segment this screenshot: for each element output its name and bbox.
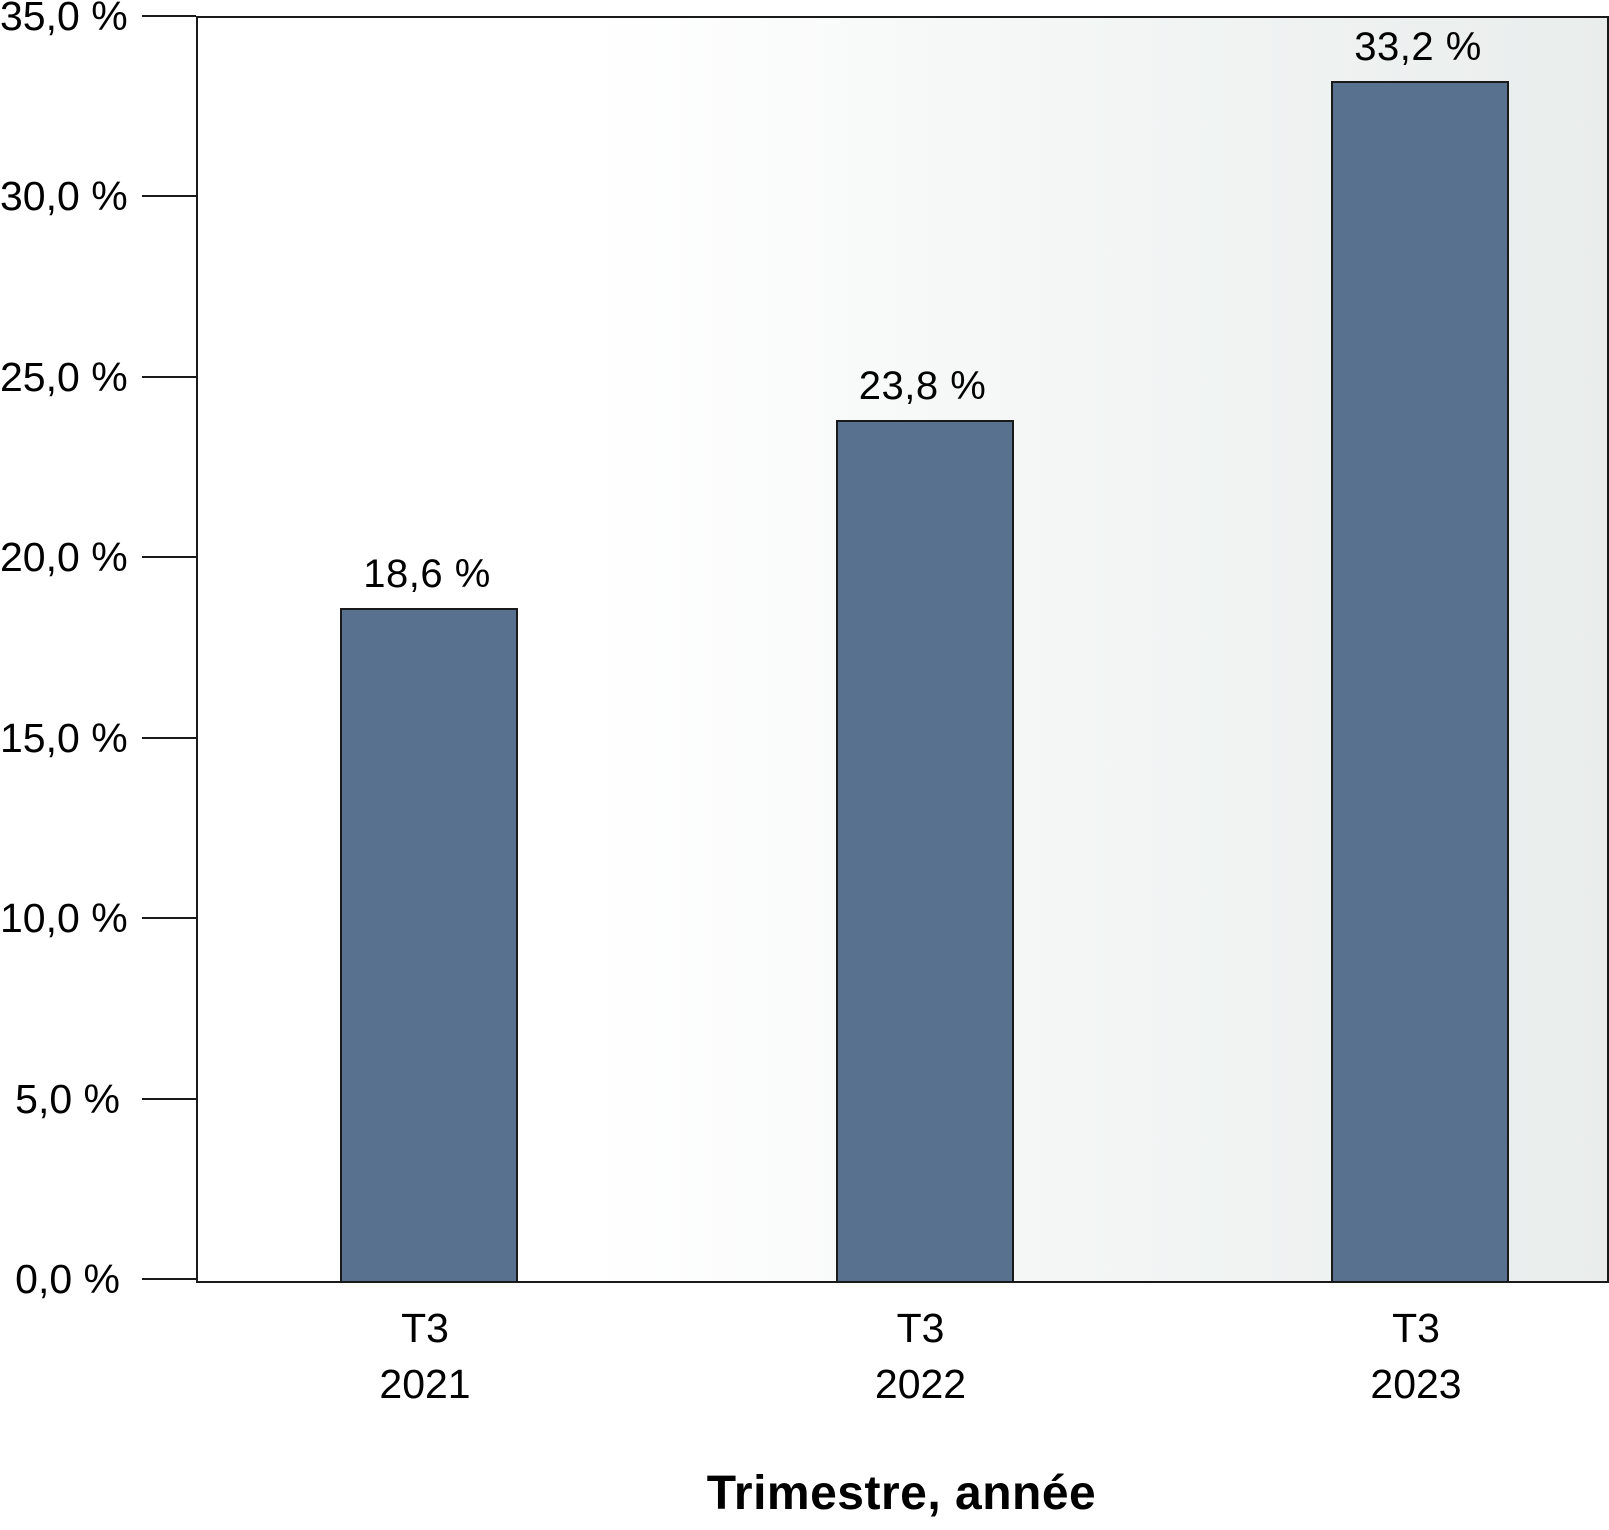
y-axis-tick (142, 917, 196, 920)
y-axis-tick-label: 35,0 % (0, 0, 128, 39)
y-axis-tick-label: 15,0 % (0, 714, 128, 761)
y-axis-tick-label: 25,0 % (0, 353, 128, 400)
y-axis-tick (142, 375, 196, 378)
x-tick-year: 2021 (379, 1361, 471, 1407)
plot-area: 18,6 % 23,8 % 33,2 % (196, 16, 1609, 1283)
x-tick-label: T3 2023 (1256, 1300, 1576, 1412)
bar-T3-2021 (340, 607, 518, 1281)
y-axis-tick-label: 0,0 % (15, 1256, 120, 1302)
bar-T3-2023 (1331, 80, 1509, 1281)
bar-T3-2022 (835, 420, 1014, 1281)
y-axis-tick (142, 195, 196, 198)
y-axis-tick-label: 5,0 % (15, 1075, 120, 1122)
y-axis-tick (142, 15, 196, 17)
y-axis-tick (142, 556, 196, 559)
y-axis-tick (142, 736, 196, 739)
bar-value-label: 23,8 % (858, 364, 987, 409)
y-axis-tick (142, 1278, 196, 1280)
bar-value-label: 33,2 % (1354, 24, 1482, 69)
x-tick-label: T3 2022 (761, 1300, 1081, 1412)
x-tick-quarter: T3 (896, 1305, 945, 1351)
y-axis-tick-label: 30,0 % (0, 173, 128, 220)
x-tick-year: 2022 (874, 1361, 967, 1407)
y-axis-tick-label: 20,0 % (0, 534, 128, 581)
x-tick-quarter: T3 (401, 1305, 449, 1351)
x-tick-label: T3 2021 (265, 1300, 585, 1412)
x-axis-title: Trimestre, année (706, 1467, 1097, 1520)
y-axis-tick-label: 10,0 % (0, 895, 128, 942)
bar-value-label: 18,6 % (363, 551, 491, 596)
x-tick-year: 2023 (1370, 1361, 1462, 1407)
x-tick-quarter: T3 (1392, 1305, 1440, 1351)
y-axis-tick (142, 1097, 196, 1100)
